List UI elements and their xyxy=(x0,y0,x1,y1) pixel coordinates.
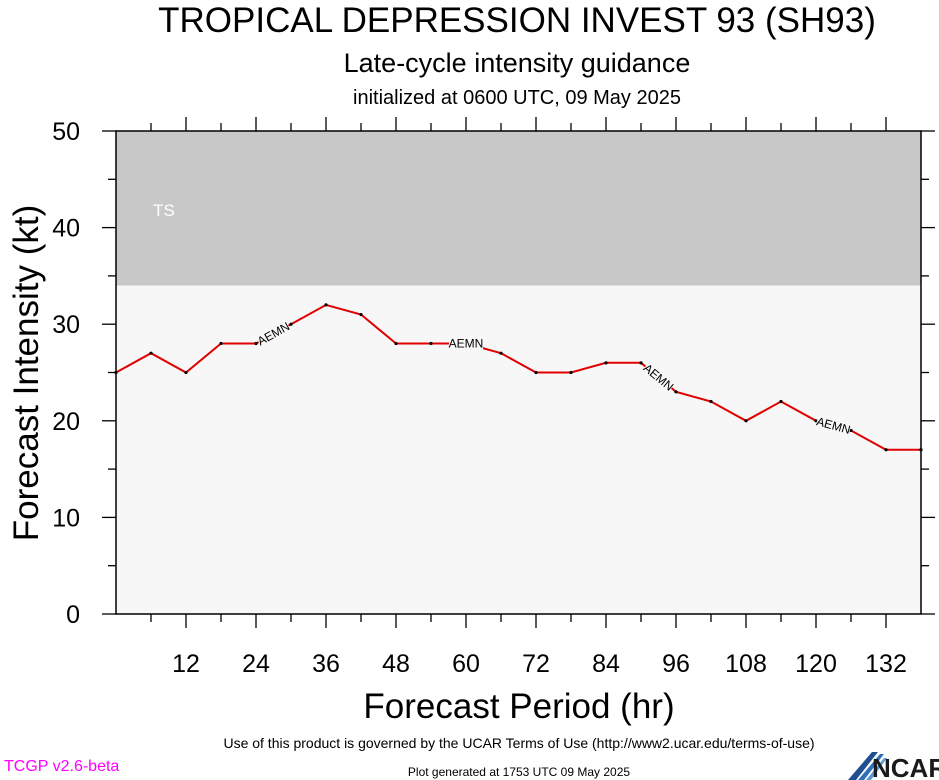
series-point xyxy=(779,399,783,404)
x-tick-label: 84 xyxy=(592,650,620,678)
series-point xyxy=(359,312,363,317)
series-point xyxy=(289,322,293,326)
series-label-bg xyxy=(255,320,292,348)
x-axis-ticks: 12 24 36 48 60 72 84 96 108 120 132 xyxy=(150,117,907,678)
series-point xyxy=(709,399,713,404)
series-point xyxy=(499,351,503,355)
series-point xyxy=(254,341,258,346)
y-tick-label: 20 xyxy=(52,408,80,436)
x-tick-label: 120 xyxy=(795,650,837,678)
y-tick-label: 0 xyxy=(66,601,80,629)
y-tick-label: 30 xyxy=(52,311,80,339)
band-ts xyxy=(116,131,921,286)
series-point xyxy=(849,428,853,433)
series-point xyxy=(744,419,748,423)
terms-of-use-text: Use of this product is governed by the U… xyxy=(223,735,814,751)
band-label-ts: TS xyxy=(153,201,175,220)
x-tick-label: 60 xyxy=(452,650,480,678)
y-axis-label: Forecast Intensity (kt) xyxy=(7,205,46,541)
y-tick-label: 50 xyxy=(52,118,80,146)
x-tick-label: 72 xyxy=(522,650,550,678)
series-point xyxy=(534,370,538,375)
y-axis-ticks: 0 10 20 30 40 50 xyxy=(52,118,935,629)
series-point xyxy=(814,419,818,423)
init-time-text: initialized at 0600 UTC, 09 May 2025 xyxy=(353,87,681,109)
x-axis-label: Forecast Period (hr) xyxy=(363,687,674,726)
ncar-logo: NCAR xyxy=(848,752,939,780)
x-tick-label: 36 xyxy=(312,650,340,678)
series-point xyxy=(429,341,433,346)
series-point xyxy=(569,370,573,375)
series-point xyxy=(324,303,328,307)
series-point xyxy=(149,351,153,355)
series-point xyxy=(394,341,398,346)
series-label: AEMN xyxy=(449,337,484,351)
series-line-aemn xyxy=(115,303,921,451)
x-tick-label: 12 xyxy=(172,650,200,678)
series-label-bg xyxy=(641,361,676,393)
x-tick-label: 24 xyxy=(242,650,270,678)
chart-subtitle: Late-cycle intensity guidance xyxy=(344,48,691,78)
intensity-bands: TS xyxy=(116,131,921,286)
series-point xyxy=(884,448,888,452)
y-tick-label: 40 xyxy=(52,215,80,243)
x-tick-label: 48 xyxy=(382,650,410,678)
ncar-logo-mark-icon xyxy=(848,752,887,780)
series-point xyxy=(604,361,608,365)
series-point xyxy=(219,341,223,346)
ncar-logo-text: NCAR xyxy=(872,753,939,780)
x-tick-label: 108 xyxy=(725,650,767,678)
x-tick-label: 96 xyxy=(662,650,690,678)
chart-title: TROPICAL DEPRESSION INVEST 93 (SH93) xyxy=(158,1,876,40)
series-label-bg xyxy=(449,337,483,350)
series-point xyxy=(184,370,188,375)
x-tick-label: 132 xyxy=(865,650,907,678)
y-tick-label: 10 xyxy=(52,504,80,532)
series-point xyxy=(639,361,643,365)
version-label: TCGP v2.6-beta xyxy=(4,758,119,775)
series-label-bg xyxy=(815,415,852,436)
plot-generated-text: Plot generated at 1753 UTC 09 May 2025 xyxy=(408,765,630,779)
series-point xyxy=(674,390,678,394)
